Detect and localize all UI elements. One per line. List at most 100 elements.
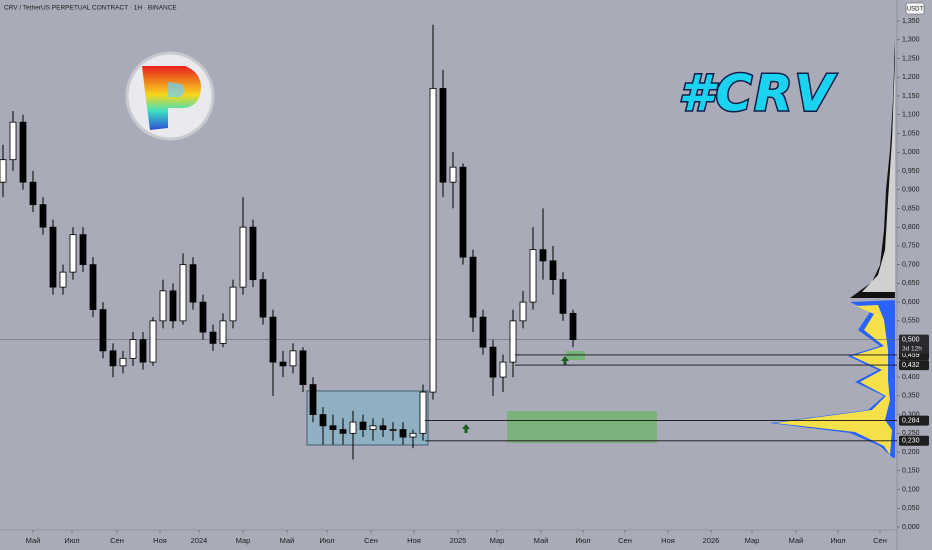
candle-body [449, 166, 457, 183]
candle-body [299, 350, 307, 385]
x-tick-label: Июл [64, 536, 79, 545]
profile-yellow [775, 305, 892, 455]
logo [125, 51, 215, 141]
candle-body [199, 301, 207, 333]
x-tick-label: Июл [575, 536, 590, 545]
candle-body [489, 346, 497, 378]
y-tick-label: 0,150 [902, 468, 920, 475]
candle-body [159, 290, 167, 322]
candle-body [349, 421, 357, 434]
up-arrow [462, 424, 470, 433]
candle-body [519, 301, 527, 322]
y-tick-label: 0,200 [902, 449, 920, 456]
price-label-box [899, 415, 929, 426]
y-tick-label: 0,900 [902, 187, 920, 194]
logo-mark [142, 66, 201, 130]
candle-body [59, 271, 67, 288]
y-tick-label: 0,300 [902, 411, 920, 418]
candle-body [399, 429, 407, 438]
candle-body [309, 384, 317, 415]
candle-body [89, 264, 97, 311]
x-tick-label: 2024 [191, 536, 208, 545]
x-tick-label: Май [789, 536, 804, 545]
x-tick-label: Сен [873, 536, 887, 545]
candle-body [99, 309, 107, 352]
candle-body [229, 286, 237, 322]
candle-body [189, 264, 197, 303]
current-price-box [899, 334, 929, 354]
candle-body [0, 159, 7, 183]
target-zone [566, 351, 585, 360]
candle-body [9, 121, 17, 161]
y-tick-label: 1,050 [902, 130, 920, 137]
y-tick-label: 0,000 [902, 524, 920, 531]
y-tick-label: 0,800 [902, 224, 920, 231]
x-tick-label: Июл [830, 536, 845, 545]
y-tick-label: 0,950 [902, 168, 920, 175]
candle-body [279, 361, 287, 367]
candle-body [479, 316, 487, 348]
candle-body [129, 339, 137, 359]
candle-body [359, 421, 367, 430]
price-label: 0,432 [902, 362, 920, 369]
x-tick-label: Мар [745, 536, 760, 545]
candle-body [339, 429, 347, 434]
candle-body [469, 256, 477, 318]
candle-body [409, 432, 417, 438]
logo-hole [168, 82, 185, 97]
candle-body [19, 121, 27, 183]
x-tick-label: Май [534, 536, 549, 545]
y-tick-label: 1,150 [902, 93, 920, 100]
x-tick-label: Сен [618, 536, 632, 545]
y-tick-label: 0,250 [902, 430, 920, 437]
x-tick-label: Ноя [661, 536, 675, 545]
candle-body [419, 391, 427, 434]
candle-body [549, 260, 557, 281]
candle-body [379, 425, 387, 430]
up-arrow [561, 356, 569, 365]
candle-body [269, 316, 277, 363]
profile-top [850, 40, 895, 298]
candle-body [109, 350, 117, 367]
candle-body [119, 357, 127, 367]
current-price-label: 0,500 [902, 336, 920, 343]
y-tick-label: 1,250 [902, 55, 920, 62]
y-tick-label: 0,700 [902, 261, 920, 268]
range-box [306, 390, 429, 446]
candle-body [459, 166, 467, 258]
y-tick-label: 0,750 [902, 243, 920, 250]
candle-body [369, 425, 377, 430]
candle-body [39, 204, 47, 228]
candle-body [239, 226, 247, 288]
y-tick-label: 1,100 [902, 112, 920, 119]
candle-body [499, 361, 507, 378]
x-tick-label: Май [280, 536, 295, 545]
candle-body [149, 320, 157, 363]
x-tick-label: Май [26, 536, 41, 545]
price-label-box [899, 360, 929, 371]
y-tick-label: 0,650 [902, 280, 920, 287]
x-tick-label: Сен [364, 536, 378, 545]
candle-body [319, 414, 327, 427]
candle-body [139, 339, 147, 363]
countdown: 3d 12h [902, 345, 922, 352]
candle-body [389, 429, 397, 431]
y-tick-label: 1,000 [902, 149, 920, 156]
annotation: #CRV [679, 65, 837, 123]
y-tick-label: 0,550 [902, 318, 920, 325]
x-tick-label: Июл [319, 536, 334, 545]
candle-body [539, 249, 547, 262]
x-tick-label: 2026 [703, 536, 720, 545]
candle-body [559, 279, 567, 314]
y-tick-label: 0,850 [902, 205, 920, 212]
candle-body [209, 331, 217, 344]
candle-body [289, 350, 297, 367]
price-label: 0,230 [902, 438, 920, 445]
candle-body [569, 312, 577, 341]
candle-body [179, 264, 187, 322]
candle-body [259, 279, 267, 318]
candle-body [219, 320, 227, 344]
candle-body [249, 226, 257, 281]
x-tick-label: Мар [490, 536, 505, 545]
